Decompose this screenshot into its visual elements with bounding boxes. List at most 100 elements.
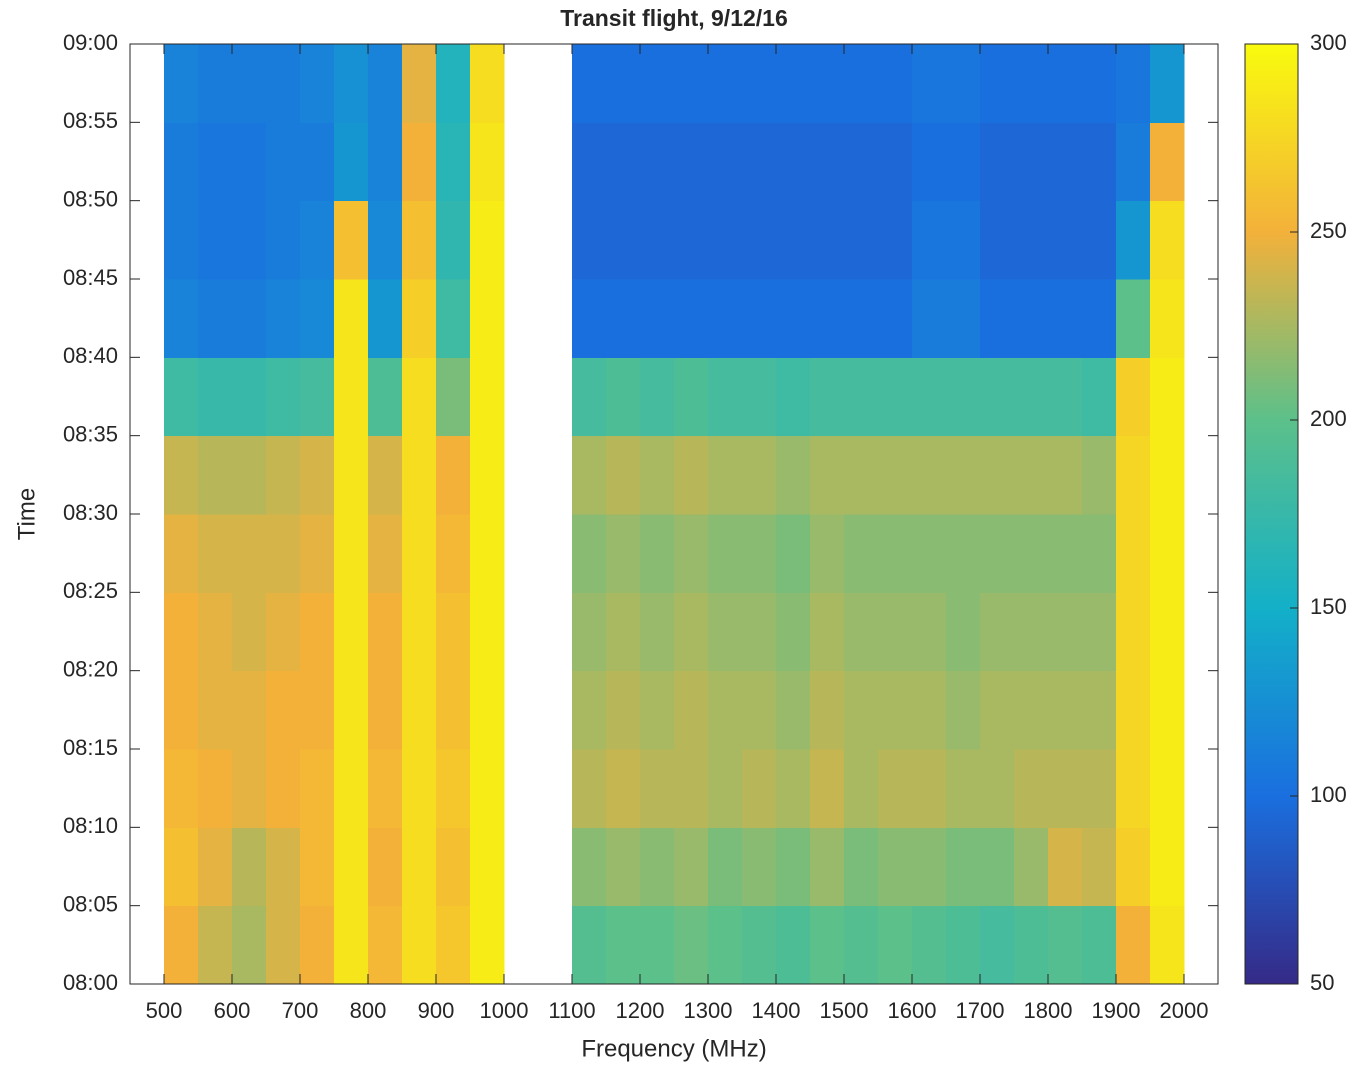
- heatmap-cell: [606, 827, 641, 907]
- heatmap-cell: [878, 514, 913, 593]
- heatmap-cell: [674, 357, 709, 437]
- y-tick-label: 08:25: [63, 578, 118, 603]
- heatmap-cell: [164, 44, 199, 123]
- heatmap-cell: [980, 905, 1015, 985]
- heatmap-cell: [980, 122, 1015, 202]
- heatmap-cell: [912, 749, 947, 828]
- heatmap-cell: [1014, 44, 1049, 123]
- heatmap-cell: [402, 670, 437, 750]
- heatmap-cell: [368, 279, 403, 358]
- heatmap-cell: [266, 514, 301, 593]
- heatmap-cell: [708, 44, 743, 123]
- x-tick-label: 1600: [888, 998, 937, 1023]
- heatmap-cell: [334, 200, 369, 280]
- heatmap-cell: [946, 44, 981, 123]
- heatmap-cell: [266, 122, 301, 202]
- heatmap-cell: [334, 592, 369, 672]
- heatmap-cell: [912, 670, 947, 750]
- heatmap-cell: [572, 44, 607, 123]
- y-tick-label: 08:55: [63, 108, 118, 133]
- heatmap-cell: [572, 749, 607, 828]
- heatmap-cell: [708, 827, 743, 907]
- heatmap-cell: [606, 122, 641, 202]
- heatmap-cell: [232, 200, 267, 280]
- heatmap-cell: [266, 279, 301, 358]
- heatmap-cell: [708, 670, 743, 750]
- heatmap-cell: [844, 905, 879, 985]
- heatmap-cell: [436, 827, 471, 907]
- heatmap-cell: [912, 200, 947, 280]
- heatmap-cell: [266, 592, 301, 672]
- heatmap-cell: [572, 357, 607, 437]
- heatmap-cell: [1082, 435, 1117, 515]
- heatmap-cell: [1116, 200, 1151, 280]
- y-tick-label: 09:00: [63, 30, 118, 55]
- heatmap-cell: [878, 435, 913, 515]
- heatmap-cell: [232, 592, 267, 672]
- heatmap-cell: [402, 827, 437, 907]
- heatmap-cell: [844, 670, 879, 750]
- heatmap-cell: [436, 749, 471, 828]
- heatmap-cell: [300, 827, 335, 907]
- heatmap-cell: [572, 592, 607, 672]
- heatmap-cell: [606, 279, 641, 358]
- heatmap-cell: [436, 592, 471, 672]
- heatmap-cell: [844, 435, 879, 515]
- heatmap-cell: [674, 200, 709, 280]
- colorbar-tick-label: 150: [1310, 594, 1347, 619]
- heatmap-cell: [1116, 514, 1151, 593]
- heatmap-cell: [1014, 357, 1049, 437]
- heatmap-cell: [776, 357, 811, 437]
- heatmap-cell: [1048, 357, 1083, 437]
- heatmap-cell: [844, 44, 879, 123]
- y-tick-label: 08:50: [63, 186, 118, 211]
- heatmap-cell: [606, 905, 641, 985]
- heatmap-cell: [402, 905, 437, 985]
- heatmap-cell: [402, 357, 437, 437]
- heatmap-cell: [606, 670, 641, 750]
- heatmap-cell: [1150, 435, 1185, 515]
- heatmap-cell: [1048, 122, 1083, 202]
- heatmap-cell: [980, 279, 1015, 358]
- heatmap-cell: [878, 279, 913, 358]
- heatmap-cell: [1048, 749, 1083, 828]
- heatmap-cell: [402, 44, 437, 123]
- heatmap-cell: [640, 279, 675, 358]
- x-tick-label: 1700: [956, 998, 1005, 1023]
- heatmap-cell: [436, 200, 471, 280]
- heatmap-cell: [402, 200, 437, 280]
- heatmap-cell: [1116, 44, 1151, 123]
- heatmap-cell: [1014, 435, 1049, 515]
- heatmap-cell: [878, 44, 913, 123]
- heatmap-cell: [844, 122, 879, 202]
- heatmap-cell: [334, 279, 369, 358]
- heatmap-cell: [1048, 435, 1083, 515]
- heatmap-cell: [198, 827, 233, 907]
- heatmap-cell: [640, 670, 675, 750]
- heatmap-cell: [266, 44, 301, 123]
- heatmap-cell: [810, 670, 845, 750]
- heatmap-cell: [470, 44, 505, 123]
- heatmap-cell: [1150, 827, 1185, 907]
- heatmap-cell: [470, 122, 505, 202]
- heatmap-cell: [742, 44, 777, 123]
- colorbar-tick-label: 100: [1310, 782, 1347, 807]
- heatmap-cell: [912, 357, 947, 437]
- heatmap-cell: [946, 827, 981, 907]
- x-tick-label: 1500: [820, 998, 869, 1023]
- heatmap-cell: [708, 905, 743, 985]
- heatmap-cell: [164, 200, 199, 280]
- heatmap-cell: [334, 670, 369, 750]
- heatmap-cell: [708, 122, 743, 202]
- heatmap-cell: [946, 279, 981, 358]
- heatmap-cell: [708, 592, 743, 672]
- heatmap-cell: [232, 435, 267, 515]
- heatmap-cell: [436, 670, 471, 750]
- y-tick-label: 08:40: [63, 343, 118, 368]
- heatmap-cell: [878, 905, 913, 985]
- heatmap-cell: [198, 749, 233, 828]
- heatmap-cell: [1082, 905, 1117, 985]
- x-tick-label: 1000: [480, 998, 529, 1023]
- heatmap-cell: [878, 200, 913, 280]
- heatmap-cell: [878, 122, 913, 202]
